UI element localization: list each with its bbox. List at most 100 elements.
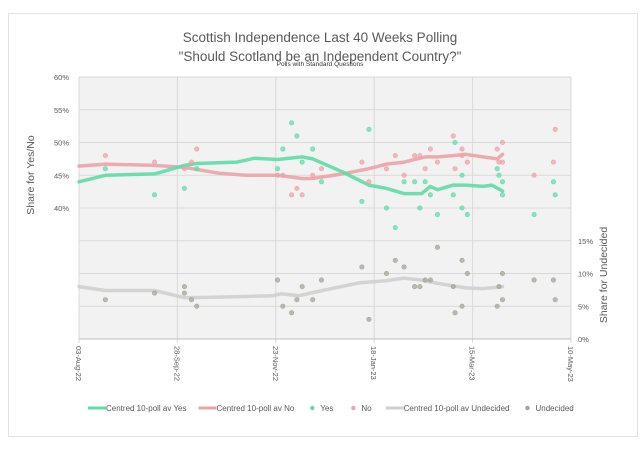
data-point-yes: [417, 205, 423, 211]
data-point-und_point: [383, 270, 389, 276]
data-point-yes: [366, 126, 372, 132]
data-point-und_point: [496, 284, 502, 290]
data-point-yes: [318, 179, 324, 185]
data-point-und_point: [181, 290, 187, 296]
legend-label: No: [361, 404, 372, 413]
data-point-no: [494, 146, 500, 152]
data-point-yes: [459, 172, 465, 178]
x-tick-label: 18-Jan-23: [369, 346, 378, 380]
data-point-no: [366, 179, 372, 185]
data-point-und_point: [181, 284, 187, 290]
data-point-und_point: [188, 297, 194, 303]
data-point-no: [412, 153, 418, 159]
data-point-und_point: [194, 303, 200, 309]
x-tick-label: 23-Nov-22: [271, 346, 280, 381]
data-point-yes: [289, 120, 295, 126]
x-tick-label: 15-Mar-23: [468, 346, 477, 381]
chart-subtitle: Polls with Standard Questions: [277, 61, 364, 68]
data-point-yes: [383, 205, 389, 211]
data-point-yes: [152, 192, 158, 198]
data-point-yes: [102, 166, 108, 172]
y-tick-label: 55%: [54, 106, 69, 115]
data-point-yes: [194, 166, 200, 172]
legend-swatch-und_point: [525, 405, 530, 411]
data-point-yes: [401, 179, 407, 185]
data-point-yes: [552, 192, 558, 198]
y-tick-label: 50%: [54, 139, 69, 148]
data-point-und_point: [422, 277, 428, 283]
data-point-no: [299, 192, 305, 198]
data-point-und_point: [531, 277, 537, 283]
data-point-yes: [434, 212, 440, 218]
data-point-und_point: [464, 270, 470, 276]
data-point-no: [459, 153, 465, 159]
data-point-und_point: [412, 284, 418, 290]
data-point-yes: [496, 172, 502, 178]
data-point-yes: [459, 205, 465, 211]
data-point-no: [188, 159, 194, 165]
data-point-yes: [280, 146, 286, 152]
data-point-no: [531, 172, 537, 178]
data-point-no: [499, 140, 505, 146]
data-point-no: [401, 172, 407, 178]
data-point-no: [359, 159, 365, 165]
data-point-no: [102, 153, 108, 159]
y-axis-label: Share for Yes/No: [25, 135, 37, 215]
data-point-no: [427, 146, 433, 152]
data-point-no: [194, 146, 200, 152]
data-point-und_point: [459, 303, 465, 309]
data-point-yes: [499, 192, 505, 198]
legend-swatch-yes: [310, 405, 315, 411]
y-tick-label: 60%: [54, 73, 69, 82]
x-tick-label: 28-Sep-22: [172, 346, 181, 381]
legend-label: Centred 10-poll av No: [217, 404, 295, 413]
y2-tick-label: 10%: [578, 270, 593, 279]
x-tick-label: 03-Aug-22: [74, 346, 83, 381]
data-point-no: [152, 159, 158, 165]
data-point-und_point: [299, 284, 305, 290]
data-point-no: [452, 166, 458, 172]
data-point-und_point: [552, 297, 558, 303]
data-point-no: [450, 133, 456, 139]
data-point-no: [280, 172, 286, 178]
data-point-no: [434, 159, 440, 165]
data-point-und_point: [359, 264, 365, 270]
y2-axis-label: Share for Undecided: [598, 227, 610, 323]
data-point-yes: [494, 166, 500, 172]
x-tick-label: 10-May-23: [566, 346, 575, 382]
y2-tick-label: 5%: [578, 302, 589, 311]
data-point-yes: [422, 179, 428, 185]
data-point-no: [383, 166, 389, 172]
data-point-und_point: [452, 310, 458, 316]
data-point-yes: [464, 212, 470, 218]
data-point-yes: [412, 179, 418, 185]
data-point-und_point: [102, 297, 108, 303]
legend-label: Centred 10-poll av Yes: [106, 404, 187, 413]
data-point-no: [181, 166, 187, 172]
data-point-und_point: [417, 284, 423, 290]
data-point-yes: [499, 179, 505, 185]
data-point-und_point: [318, 277, 324, 283]
data-point-no: [552, 126, 558, 132]
data-point-und_point: [550, 277, 556, 283]
legend-swatch-no: [351, 405, 356, 411]
data-point-yes: [392, 225, 398, 231]
data-point-und_point: [275, 277, 281, 283]
y2-tick-label: 15%: [578, 237, 593, 246]
data-point-no: [459, 146, 465, 152]
data-point-no: [318, 166, 324, 172]
data-point-und_point: [494, 303, 500, 309]
data-point-und_point: [401, 264, 407, 270]
data-point-und_point: [289, 310, 295, 316]
data-point-und_point: [310, 297, 316, 303]
data-point-no: [550, 159, 556, 165]
data-point-no: [499, 159, 505, 165]
data-point-und_point: [434, 244, 440, 250]
data-point-und_point: [366, 316, 372, 322]
data-point-und_point: [450, 284, 456, 290]
data-point-und_point: [280, 303, 286, 309]
data-point-no: [310, 172, 316, 178]
data-point-no: [417, 153, 423, 159]
data-point-und_point: [459, 257, 465, 263]
